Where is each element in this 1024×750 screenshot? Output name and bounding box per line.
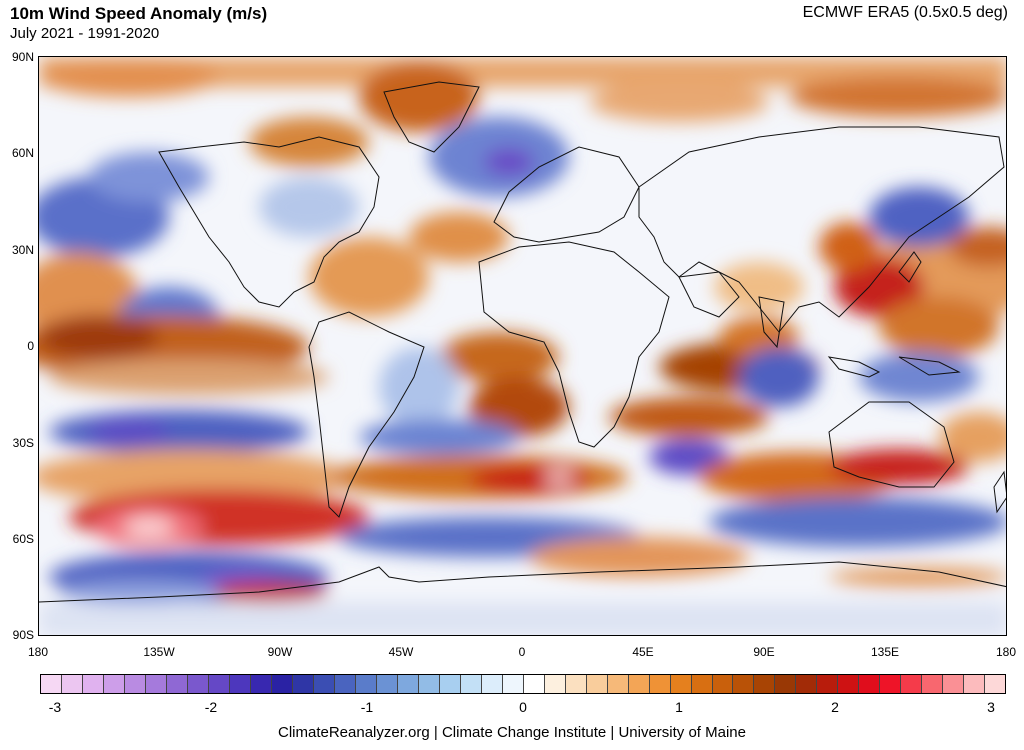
lon-label-180e: 180 bbox=[995, 645, 1017, 659]
colorbar-swatch bbox=[985, 675, 1006, 693]
lon-label-135e: 135E bbox=[870, 645, 900, 659]
colorbar-swatch bbox=[922, 675, 944, 693]
colorbar-swatch bbox=[670, 675, 692, 693]
colorbar-tick: -3 bbox=[48, 699, 62, 715]
colorbar-swatch bbox=[334, 675, 356, 693]
lat-label-90s: 90S bbox=[12, 628, 34, 642]
colorbar-swatch bbox=[145, 675, 167, 693]
lat-label-30n: 30N bbox=[11, 243, 34, 257]
colorbar-swatch bbox=[208, 675, 230, 693]
colorbar-swatch bbox=[187, 675, 209, 693]
map-subtitle: July 2021 - 1991-2020 bbox=[10, 25, 160, 42]
colorbar-swatch bbox=[376, 675, 398, 693]
colorbar-swatch bbox=[712, 675, 734, 693]
colorbar-swatch bbox=[565, 675, 587, 693]
colorbar-tick: -1 bbox=[360, 699, 374, 715]
colorbar-swatch bbox=[313, 675, 335, 693]
colorbar-swatch bbox=[166, 675, 188, 693]
data-source-label: ECMWF ERA5 (0.5x0.5 deg) bbox=[802, 4, 1008, 21]
anomaly-map bbox=[38, 56, 1007, 636]
lon-label-180w: 180 bbox=[27, 645, 49, 659]
colorbar-swatch bbox=[82, 675, 104, 693]
colorbar-swatch bbox=[817, 675, 839, 693]
colorbar-swatch bbox=[355, 675, 377, 693]
colorbar-swatch bbox=[901, 675, 923, 693]
colorbar-swatch bbox=[124, 675, 146, 693]
colorbar-swatch bbox=[838, 675, 860, 693]
colorbar-swatch bbox=[250, 675, 272, 693]
lat-label-60n: 60N bbox=[11, 146, 34, 160]
colorbar-swatch bbox=[733, 675, 755, 693]
lat-label-90n: 90N bbox=[11, 50, 34, 64]
colorbar-tick: 0 bbox=[519, 699, 527, 715]
colorbar-swatch bbox=[502, 675, 524, 693]
colorbar-swatch bbox=[796, 675, 818, 693]
colorbar-swatch bbox=[481, 675, 503, 693]
lat-label-30s: 30S bbox=[12, 436, 34, 450]
colorbar-swatch bbox=[229, 675, 251, 693]
colorbar-swatch bbox=[418, 675, 440, 693]
anomaly-field bbox=[39, 57, 1006, 635]
colorbar-swatch bbox=[943, 675, 965, 693]
lon-label-90e: 90E bbox=[753, 645, 775, 659]
colorbar bbox=[40, 674, 1006, 694]
lon-label-45e: 45E bbox=[632, 645, 654, 659]
colorbar-swatch bbox=[859, 675, 881, 693]
colorbar-swatch bbox=[460, 675, 482, 693]
colorbar-swatch bbox=[607, 675, 629, 693]
colorbar-swatch bbox=[61, 675, 83, 693]
colorbar-swatch bbox=[775, 675, 797, 693]
lat-label-60s: 60S bbox=[12, 532, 34, 546]
colorbar-swatch bbox=[754, 675, 776, 693]
colorbar-swatch bbox=[544, 675, 566, 693]
lon-label-90w: 90W bbox=[267, 645, 293, 659]
map-title: 10m Wind Speed Anomaly (m/s) bbox=[10, 4, 268, 23]
colorbar-swatch bbox=[649, 675, 671, 693]
colorbar-swatch bbox=[586, 675, 608, 693]
lon-label-135w: 135W bbox=[143, 645, 175, 659]
lon-label-0: 0 bbox=[518, 645, 526, 659]
colorbar-swatch bbox=[292, 675, 314, 693]
colorbar-swatch bbox=[41, 675, 62, 693]
colorbar-tick: -2 bbox=[204, 699, 218, 715]
colorbar-swatch bbox=[691, 675, 713, 693]
footer-credit: ClimateReanalyzer.org | Climate Change I… bbox=[278, 724, 746, 741]
colorbar-swatch bbox=[103, 675, 125, 693]
colorbar-tick: 3 bbox=[987, 699, 995, 715]
colorbar-swatch bbox=[964, 675, 986, 693]
colorbar-swatch bbox=[397, 675, 419, 693]
colorbar-swatch bbox=[523, 675, 545, 693]
coastlines bbox=[39, 81, 1006, 603]
lat-label-0: 0 bbox=[27, 339, 34, 353]
colorbar-tick: 1 bbox=[675, 699, 683, 715]
colorbar-swatch bbox=[439, 675, 461, 693]
lon-label-45w: 45W bbox=[388, 645, 414, 659]
colorbar-tick: 2 bbox=[831, 699, 839, 715]
colorbar-swatch bbox=[880, 675, 902, 693]
colorbar-swatch bbox=[271, 675, 293, 693]
colorbar-swatch bbox=[628, 675, 650, 693]
